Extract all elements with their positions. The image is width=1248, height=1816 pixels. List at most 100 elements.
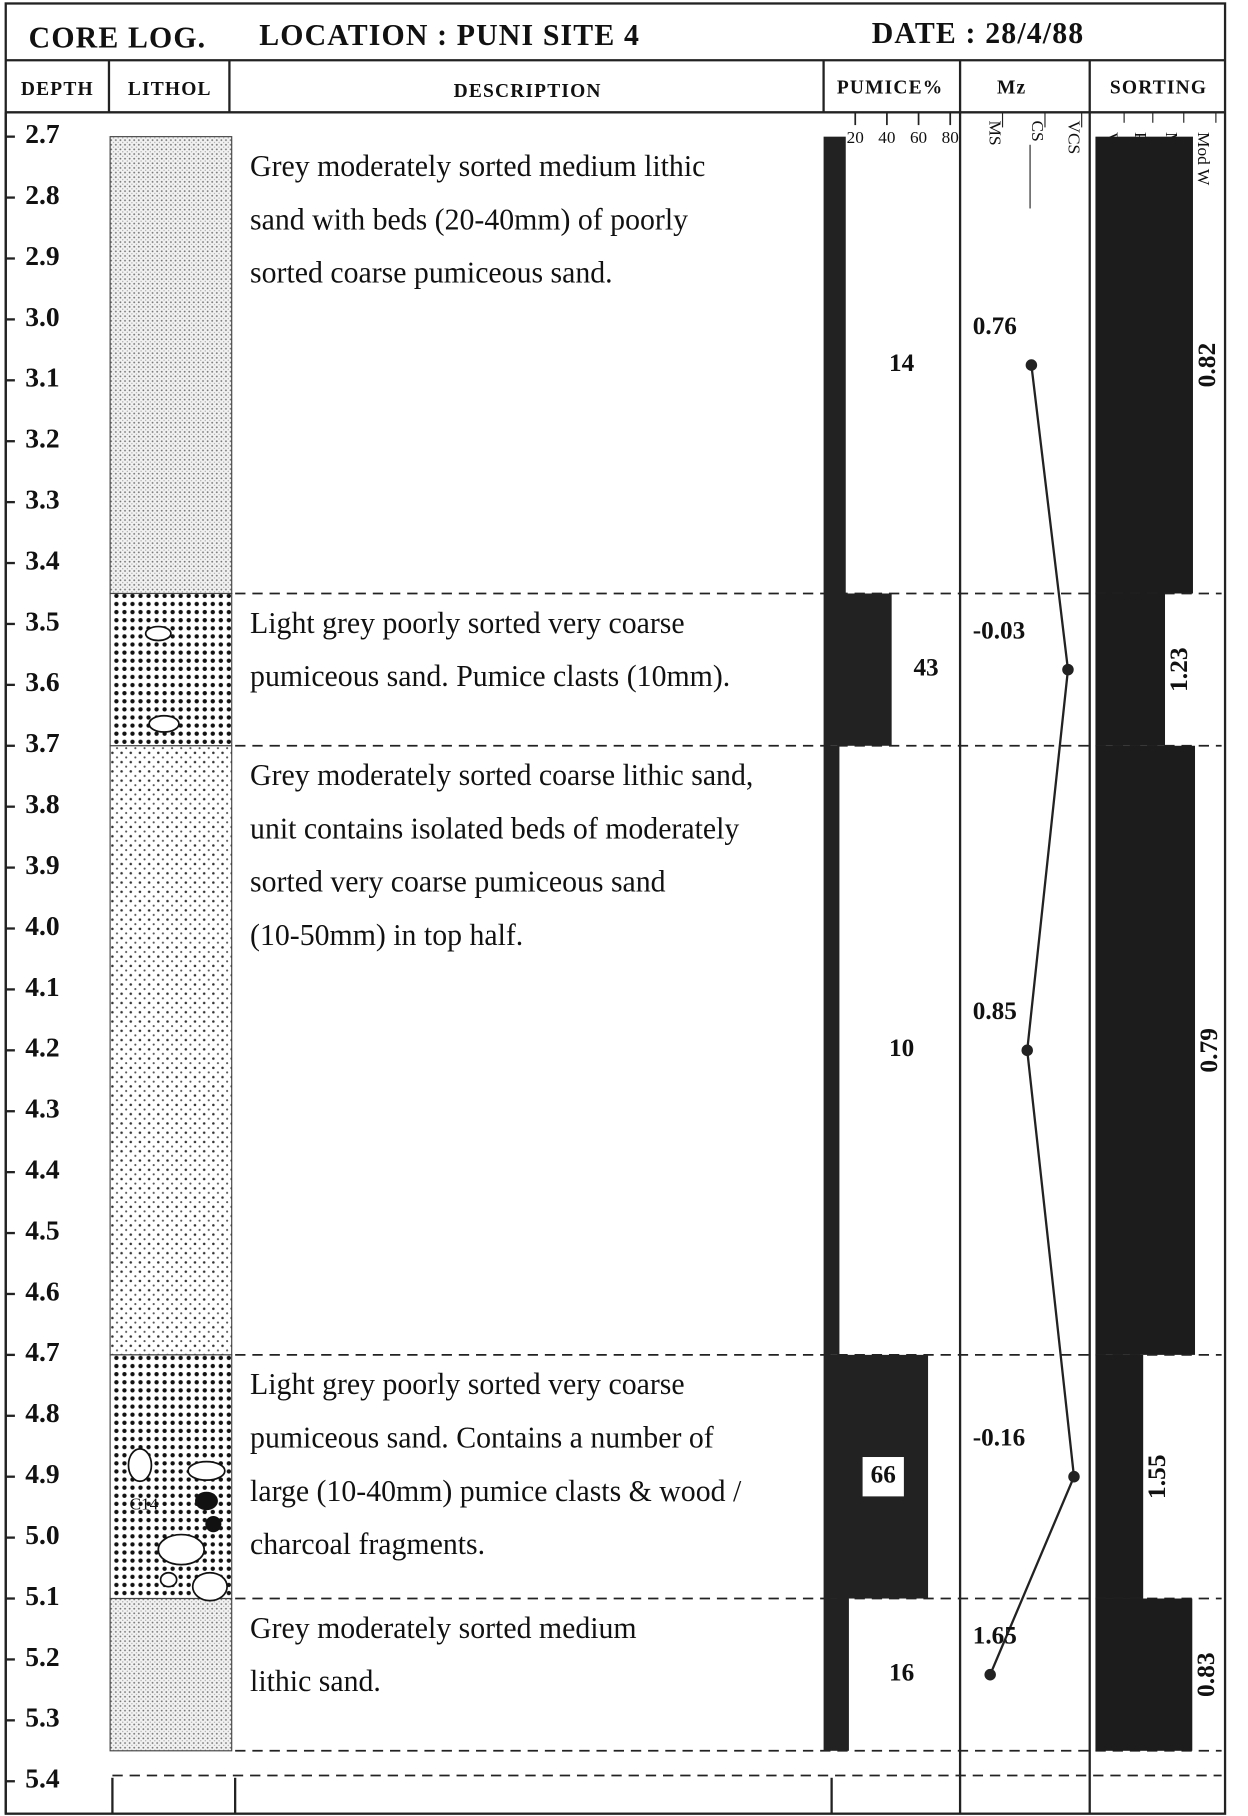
sorting-bar [1095,1598,1193,1751]
mz-label: 0.76 [973,312,1017,340]
depth-label: 4.7 [25,1336,60,1367]
depth-label: 2.9 [25,240,59,271]
depth-label: 5.0 [25,1519,59,1550]
pumice-label: 10 [889,1034,914,1062]
mz-label: 1.65 [973,1621,1017,1649]
column-header: LITHOL [128,79,212,100]
description-line: Grey moderately sorted medium lithic [250,150,705,183]
depth-label: 4.5 [25,1214,59,1245]
pumice-tick-label: 40 [878,128,895,147]
pumice-clast [191,1571,228,1602]
column-header: DESCRIPTION [454,81,602,102]
depth-label: 5.3 [25,1702,59,1733]
mz-label: -0.03 [973,616,1026,644]
charcoal [205,1516,222,1533]
depth-label: 3.7 [25,727,60,758]
depth-label: 3.5 [25,605,59,636]
depth-label: 3.2 [25,422,59,453]
pumice-clast [144,625,172,642]
depth-label: 4.1 [25,971,59,1002]
depth-label: 4.4 [25,1153,60,1184]
depth-label: 4.2 [25,1032,59,1063]
sorting-label: 0.83 [1192,1652,1220,1697]
depth-label: 3.1 [25,362,59,393]
description-line: Grey moderately sorted medium [250,1612,637,1645]
depth-label: 3.4 [25,544,60,575]
column-header: SORTING [1110,78,1207,99]
sorting-label: 1.23 [1165,647,1193,692]
depth-label: 4.6 [25,1275,60,1306]
sorting-bar [1095,136,1193,594]
pumice-bar [823,1598,849,1751]
location: LOCATION : PUNI SITE 4 [259,19,640,52]
title: CORE LOG. [29,21,207,54]
depth-label: 2.8 [25,179,59,210]
pumice-clast [187,1460,226,1482]
sorting-class: Mod W [1194,132,1213,186]
description-line: sorted very coarse pumiceous sand [250,866,666,899]
description-line: pumiceous sand. Contains a number of [250,1421,714,1454]
description-line: sand with beds (20-40mm) of poorly [250,203,688,236]
description-line: (10-50mm) in top half. [250,919,523,952]
pumice-label: 16 [889,1658,914,1686]
c14-label: C14 [130,1495,159,1514]
depth-label: 2.7 [25,118,60,149]
mz-class: MS [985,120,1004,145]
mz-point [984,1668,996,1681]
mz-point [1025,359,1038,371]
lithology [109,136,233,595]
pumice-clast [157,1533,206,1566]
depth-label: 3.9 [25,849,59,880]
depth-label: 4.0 [25,910,59,941]
pumice-label: 14 [889,349,915,377]
description-line: lithic sand. [250,1665,381,1698]
mz-point [1062,663,1074,676]
description-line: Light grey poorly sorted very coarse [250,607,685,640]
sorting-bar [1095,593,1166,746]
pumice-label: 43 [913,653,938,681]
lithology [109,745,233,1356]
depth-label: 5.2 [25,1641,59,1672]
charcoal [195,1491,218,1511]
description-line: pumiceous sand. Pumice clasts (10mm). [250,660,730,693]
depth-label: 3.3 [25,483,59,514]
description-line: charcoal fragments. [250,1528,485,1561]
sorting-label: 1.55 [1143,1454,1171,1499]
pumice-bar [823,745,840,1355]
column-header: DEPTH [21,79,94,100]
pumice-clast [159,1571,178,1588]
mz-class: CS [1028,120,1047,141]
pumice-label: 66 [871,1460,896,1488]
sorting-label: 0.82 [1193,343,1221,388]
mz-point [1068,1470,1080,1483]
depth-label: 3.6 [25,666,60,697]
mz-class: VCS [1065,120,1084,154]
description-line: Light grey poorly sorted very coarse [250,1368,685,1401]
lithology [109,1597,233,1752]
pumice-bar [823,593,892,746]
column-header: Mz [997,78,1026,99]
depth-label: 5.1 [25,1580,59,1611]
pumice-clast [148,714,180,733]
description-line: unit contains isolated beds of moderatel… [250,812,739,845]
mz-label: -0.16 [973,1423,1026,1451]
pumice-tick-label: 60 [910,128,927,147]
sorting-bar [1095,745,1196,1355]
column-header: PUMICE% [837,78,944,99]
mz-label: 0.85 [973,997,1017,1025]
pumice-clast [127,1447,153,1483]
description-line: large (10-40mm) pumice clasts & wood / [250,1475,742,1508]
frame [4,2,1227,1815]
pumice-tick-label: 20 [847,128,864,147]
depth-label: 4.3 [25,1092,59,1123]
pumice-label-box [862,1457,904,1497]
pumice-bar [823,136,846,594]
depth-label: 4.8 [25,1397,59,1428]
description-line: sorted coarse pumiceous sand. [250,256,613,289]
sorting-label: 0.79 [1195,1028,1223,1073]
description-line: Grey moderately sorted coarse lithic san… [250,759,753,792]
mz-point [1021,1044,1033,1057]
date: DATE : 28/4/88 [872,17,1085,50]
pumice-tick-label: 80 [942,128,959,147]
